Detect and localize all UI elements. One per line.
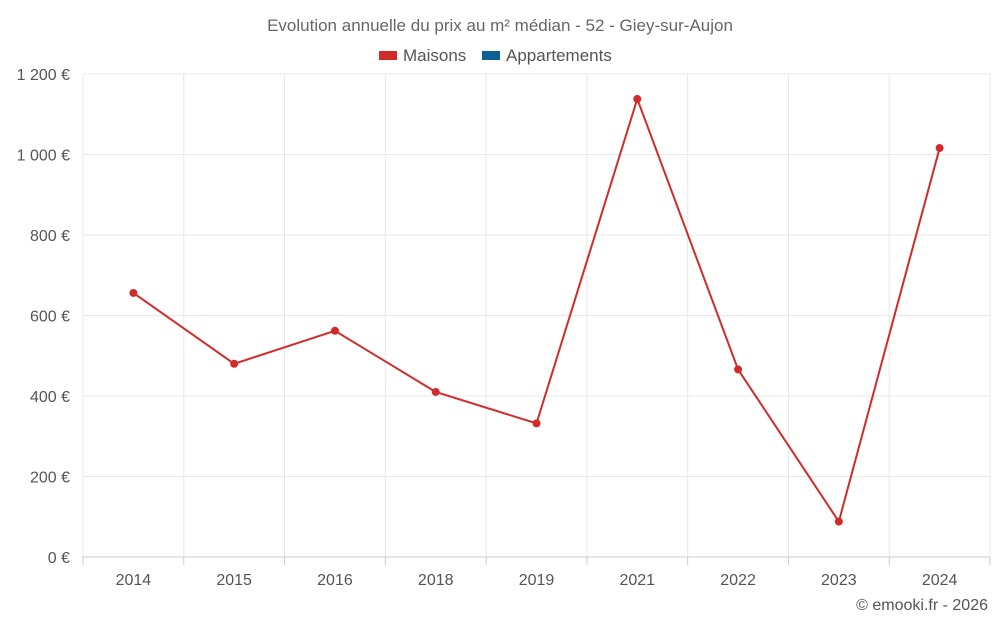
x-tick-label: 2016 — [317, 572, 353, 589]
x-tick-label: 2023 — [821, 572, 857, 589]
series-line-maisons — [132, 97, 941, 523]
y-tick-label: 1 000 € — [17, 148, 70, 165]
x-tick-label: 2022 — [720, 572, 756, 589]
data-point-maisons-2014[interactable] — [129, 288, 138, 297]
data-point-maisons-2024[interactable] — [935, 144, 944, 153]
x-tick-label: 2014 — [116, 572, 152, 589]
legend: Maisons Appartements — [379, 46, 612, 65]
legend-item-maisons[interactable]: Maisons — [379, 46, 466, 65]
data-point-maisons-2019[interactable] — [532, 419, 541, 428]
legend-swatch-maisons — [379, 51, 397, 60]
y-tick-label: 0 € — [48, 550, 70, 567]
legend-label-maisons: Maisons — [403, 46, 466, 65]
legend-item-appartements[interactable]: Appartements — [482, 46, 612, 65]
y-tick-label: 1 200 € — [17, 67, 70, 84]
y-tick-label: 600 € — [30, 309, 70, 326]
y-tick-label: 200 € — [30, 470, 70, 487]
data-point-maisons-2016[interactable] — [330, 326, 339, 335]
data-point-maisons-2023[interactable] — [834, 517, 843, 526]
y-tick-label: 800 € — [30, 228, 70, 245]
x-tick-label: 2021 — [619, 572, 655, 589]
data-point-maisons-2015[interactable] — [230, 359, 239, 368]
axes: 0 € 200 € 400 € 600 € 800 € 1 000 € 1 200 € 201… — [17, 67, 991, 589]
x-tick-label: 2019 — [519, 572, 555, 589]
credit-text: © emooki.fr - 2026 — [856, 597, 988, 614]
legend-label-appartements: Appartements — [506, 46, 612, 65]
data-point-maisons-2022[interactable] — [734, 365, 743, 374]
x-tick-label: 2024 — [922, 572, 958, 589]
x-tick-label: 2018 — [418, 572, 454, 589]
legend-swatch-appartements — [482, 51, 500, 60]
chart-title: Evolution annuelle du prix au m² médian … — [267, 16, 733, 35]
data-point-maisons-2021[interactable] — [633, 94, 642, 103]
x-tick-label: 2015 — [216, 572, 252, 589]
data-point-maisons-2018[interactable] — [431, 387, 440, 396]
y-tick-label: 400 € — [30, 389, 70, 406]
series — [129, 94, 944, 526]
grid — [82, 73, 991, 557]
